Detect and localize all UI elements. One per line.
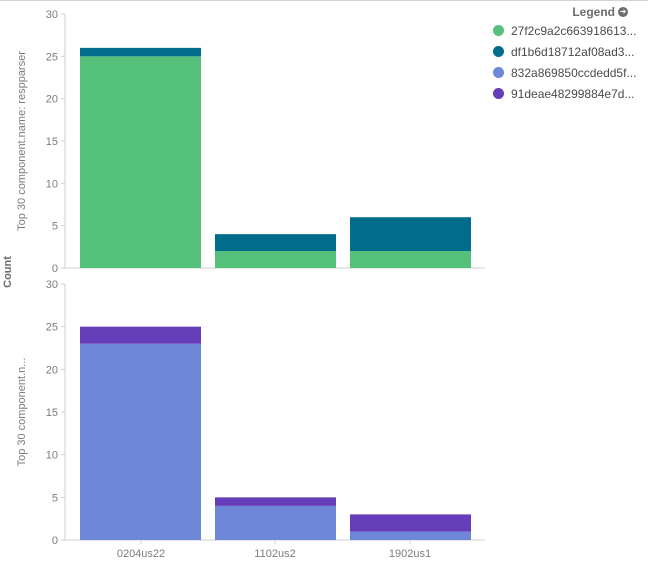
- y-tick-label: 25: [46, 322, 58, 334]
- bar-segment: [80, 326, 201, 344]
- y-tick-label: 15: [46, 136, 58, 148]
- y-tick-label: 10: [46, 178, 58, 190]
- bar-segment: [350, 217, 471, 252]
- y-tick-label: 30: [46, 279, 58, 291]
- legend-header[interactable]: Legend ➜: [490, 4, 648, 20]
- legend-item-label: 91deae48299884e7d...: [511, 86, 635, 101]
- y-tick-label: 25: [46, 51, 58, 63]
- bar-segment: [215, 505, 336, 540]
- legend-color-dot: [493, 67, 504, 78]
- legend-color-dot: [493, 88, 504, 99]
- y-tick-label: 20: [46, 94, 58, 106]
- bar-segment: [80, 47, 201, 57]
- legend: Legend ➜ 27f2c9a2c663918613... df1b6d187…: [490, 4, 648, 104]
- y-tick-label: 10: [46, 450, 58, 462]
- bar-segment: [350, 514, 471, 532]
- legend-items: 27f2c9a2c663918613... df1b6d18712af08ad3…: [490, 20, 648, 104]
- y-tick-label: 20: [46, 364, 58, 376]
- y-tick-label: 30: [46, 9, 58, 21]
- x-tick-label: 1902us1: [389, 548, 431, 560]
- y-axis-title: Count: [2, 256, 14, 288]
- legend-color-dot: [493, 46, 504, 57]
- legend-color-dot: [493, 25, 504, 36]
- legend-title[interactable]: Legend: [572, 5, 615, 19]
- bar-segment: [350, 531, 471, 540]
- bar-segment: [350, 251, 471, 268]
- bar-segment: [215, 497, 336, 506]
- y-tick-label: 15: [46, 407, 58, 419]
- legend-item-label: df1b6d18712af08ad3...: [511, 44, 635, 59]
- bar-segment: [215, 251, 336, 268]
- y-tick-label: 5: [52, 492, 58, 504]
- top-border: [0, 0, 648, 1]
- legend-item-label: 27f2c9a2c663918613...: [511, 23, 637, 38]
- legend-item[interactable]: 27f2c9a2c663918613...: [490, 20, 648, 41]
- arrow-right-circle-icon[interactable]: ➜: [618, 7, 628, 17]
- x-tick-label: 1102us2: [254, 548, 295, 560]
- panel-y-label: Top 30 component.name: respparser: [16, 51, 28, 231]
- x-tick-label: 0204us22: [117, 548, 165, 560]
- bar-segment: [215, 234, 336, 252]
- legend-item[interactable]: df1b6d18712af08ad3...: [490, 41, 648, 62]
- legend-item-label: 832a869850ccdedd5f...: [511, 65, 637, 80]
- y-tick-label: 0: [52, 535, 58, 547]
- panel-y-label: Top 30 component.n...: [16, 358, 28, 467]
- legend-item[interactable]: 832a869850ccdedd5f...: [490, 62, 648, 83]
- bar-segment: [80, 56, 201, 269]
- y-tick-label: 5: [52, 221, 58, 233]
- y-tick-label: 0: [52, 263, 58, 275]
- bar-segment: [80, 343, 201, 540]
- legend-item[interactable]: 91deae48299884e7d...: [490, 83, 648, 104]
